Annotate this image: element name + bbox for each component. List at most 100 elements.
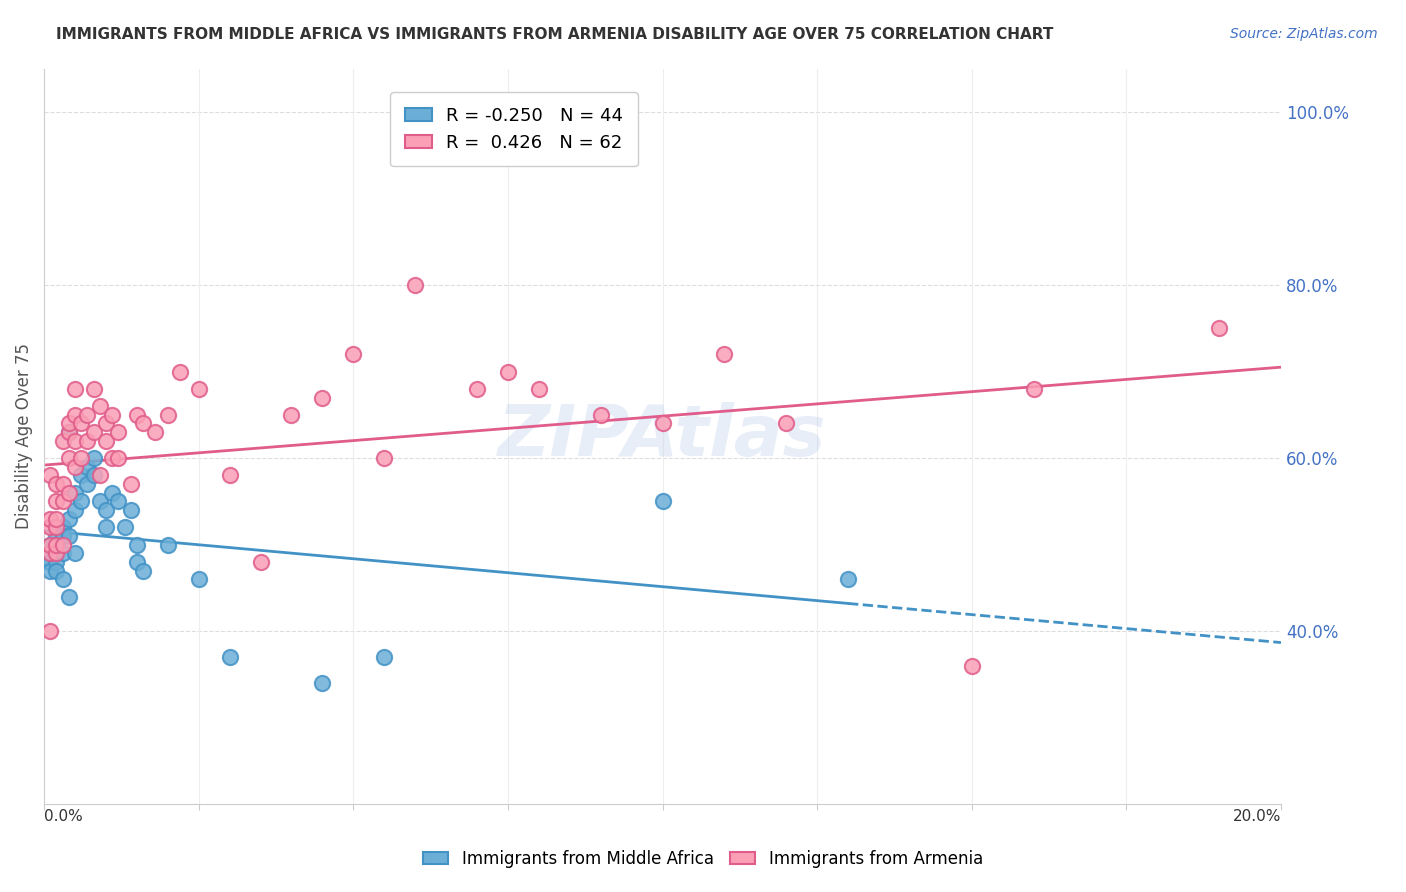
Point: [45, 546, 67, 560]
Point: [45, 477, 67, 491]
Point: [45, 564, 67, 578]
Point: [775, 417, 797, 431]
Point: [83, 451, 105, 466]
Point: [496, 365, 519, 379]
Point: [156, 538, 179, 552]
Point: [39, 520, 62, 534]
Point: [125, 408, 148, 422]
Legend: R = -0.250   N = 44, R =  0.426   N = 62: R = -0.250 N = 44, R = 0.426 N = 62: [391, 92, 638, 166]
Point: [76, 408, 98, 422]
Point: [63, 459, 86, 474]
Point: [187, 572, 209, 586]
Point: [76, 459, 98, 474]
Point: [76, 477, 98, 491]
Point: [311, 391, 333, 405]
Text: ZIPAtlas: ZIPAtlas: [498, 402, 827, 471]
Point: [83, 468, 105, 483]
Point: [58, 425, 80, 439]
Point: [120, 503, 142, 517]
Point: [94, 520, 117, 534]
Point: [94, 503, 117, 517]
Point: [45, 512, 67, 526]
Point: [63, 485, 86, 500]
Point: [70, 451, 93, 466]
Point: [713, 347, 735, 361]
Point: [58, 417, 80, 431]
Point: [70, 417, 93, 431]
Point: [145, 425, 167, 439]
Point: [52, 546, 75, 560]
Point: [45, 529, 67, 543]
Point: [58, 529, 80, 543]
Point: [527, 382, 550, 396]
Point: [101, 485, 124, 500]
Point: [58, 590, 80, 604]
Point: [83, 382, 105, 396]
Point: [63, 382, 86, 396]
Point: [39, 468, 62, 483]
Point: [114, 520, 136, 534]
Point: [58, 425, 80, 439]
Point: [589, 408, 612, 422]
Point: [39, 555, 62, 569]
Point: [94, 417, 117, 431]
Point: [960, 659, 983, 673]
Point: [107, 494, 129, 508]
Point: [1208, 321, 1230, 335]
Point: [45, 494, 67, 508]
Point: [404, 277, 426, 292]
Point: [39, 538, 62, 552]
Point: [52, 434, 75, 448]
Point: [39, 512, 62, 526]
Point: [76, 434, 98, 448]
Point: [70, 494, 93, 508]
Point: [39, 555, 62, 569]
Point: [94, 434, 117, 448]
Point: [651, 494, 673, 508]
Point: [63, 546, 86, 560]
Text: 0.0%: 0.0%: [44, 809, 83, 824]
Point: [52, 538, 75, 552]
Point: [39, 546, 62, 560]
Point: [70, 468, 93, 483]
Point: [52, 477, 75, 491]
Point: [89, 399, 111, 413]
Point: [39, 624, 62, 639]
Text: IMMIGRANTS FROM MIDDLE AFRICA VS IMMIGRANTS FROM ARMENIA DISABILITY AGE OVER 75 : IMMIGRANTS FROM MIDDLE AFRICA VS IMMIGRA…: [56, 27, 1053, 42]
Point: [45, 538, 67, 552]
Point: [89, 468, 111, 483]
Point: [107, 425, 129, 439]
Point: [187, 382, 209, 396]
Point: [837, 572, 859, 586]
Point: [63, 408, 86, 422]
Point: [651, 417, 673, 431]
Point: [101, 451, 124, 466]
Point: [58, 512, 80, 526]
Point: [465, 382, 488, 396]
Point: [58, 451, 80, 466]
Point: [132, 417, 155, 431]
Point: [45, 555, 67, 569]
Point: [373, 451, 395, 466]
Point: [311, 676, 333, 690]
Point: [58, 485, 80, 500]
Point: [39, 538, 62, 552]
Point: [120, 477, 142, 491]
Point: [1022, 382, 1045, 396]
Text: Source: ZipAtlas.com: Source: ZipAtlas.com: [1230, 27, 1378, 41]
Point: [39, 564, 62, 578]
Point: [218, 468, 240, 483]
Point: [45, 520, 67, 534]
Point: [45, 546, 67, 560]
Point: [169, 365, 191, 379]
Point: [52, 572, 75, 586]
Y-axis label: Disability Age Over 75: Disability Age Over 75: [15, 343, 32, 530]
Point: [63, 434, 86, 448]
Point: [107, 451, 129, 466]
Point: [39, 546, 62, 560]
Point: [249, 555, 271, 569]
Point: [156, 408, 179, 422]
Point: [125, 538, 148, 552]
Text: 20.0%: 20.0%: [1233, 809, 1281, 824]
Legend: Immigrants from Middle Africa, Immigrants from Armenia: Immigrants from Middle Africa, Immigrant…: [416, 844, 990, 875]
